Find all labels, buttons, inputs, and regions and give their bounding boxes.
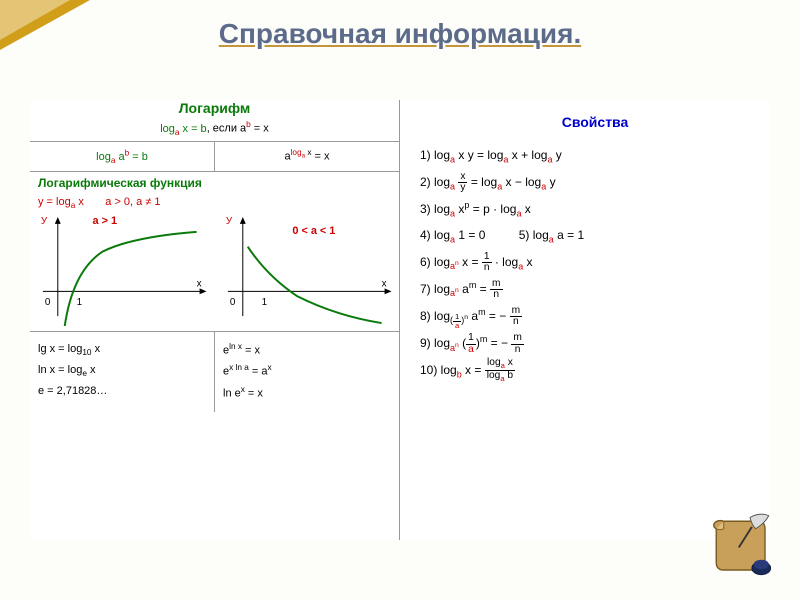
scroll-quill-icon [705, 510, 780, 585]
svg-text:У: У [225, 216, 232, 227]
notation-row: lg x = log10 x ln x = loge x e = 2,71828… [30, 332, 399, 412]
svg-text:x: x [197, 278, 202, 289]
identity-row: loga ab = b aloga x = x [30, 141, 399, 171]
property-7: 7) logan am = mn [420, 276, 770, 303]
logarithm-definition: loga x = b, если ab = x [30, 116, 399, 141]
svg-text:x: x [381, 278, 386, 289]
notation-exp: eln x = x ex ln a = ax ln ex = x [215, 332, 399, 412]
property-2: 2) loga xy = loga x − loga y [420, 170, 770, 196]
graphs-row: У a > 1 0 1 x У 0 < a < 1 [30, 212, 399, 332]
svg-text:1: 1 [261, 297, 267, 308]
property-10: 10) logb x = loga xloga b [420, 358, 770, 384]
properties-header: Свойства [420, 108, 770, 143]
property-3: 3) loga xp = p · loga x [420, 196, 770, 223]
notation-lg-ln: lg x = log10 x ln x = loge x e = 2,71828… [30, 332, 215, 412]
svg-text:1: 1 [77, 297, 83, 308]
svg-text:У: У [41, 216, 48, 227]
property-6: 6) logan x = 1n · loga x [420, 250, 770, 276]
svg-text:0: 0 [45, 297, 51, 308]
svg-text:0: 0 [229, 297, 235, 308]
logarithm-header: Логарифм [30, 100, 399, 116]
reference-table: Логарифм loga x = b, если ab = x loga ab… [30, 100, 770, 540]
graph-a-gt-1: У a > 1 0 1 x [30, 212, 215, 331]
property-9: 9) logan (1a)m = − mn [420, 330, 770, 357]
identity-1: loga ab = b [30, 142, 215, 171]
graph-a-lt-1: У 0 < a < 1 0 1 x [215, 212, 400, 331]
log-function-title: Логарифмическая функция [30, 171, 399, 194]
property-4-5: 4) loga 1 = 0 5) loga a = 1 [420, 223, 770, 249]
page-title: Справочная информация. [0, 0, 800, 58]
property-1: 1) loga x y = loga x + loga y [420, 143, 770, 169]
logarithm-column: Логарифм loga x = b, если ab = x loga ab… [30, 100, 400, 540]
properties-column: Свойства 1) loga x y = loga x + loga y 2… [400, 100, 770, 540]
log-function-conditions: y = loga x a > 0, a ≠ 1 [30, 194, 399, 212]
identity-2: aloga x = x [215, 142, 399, 171]
svg-text:a > 1: a > 1 [93, 215, 118, 227]
property-8: 8) log(1a)n am = − mn [420, 303, 770, 330]
svg-text:0 < a < 1: 0 < a < 1 [292, 225, 335, 237]
corner-decoration-overlay [0, 0, 70, 40]
